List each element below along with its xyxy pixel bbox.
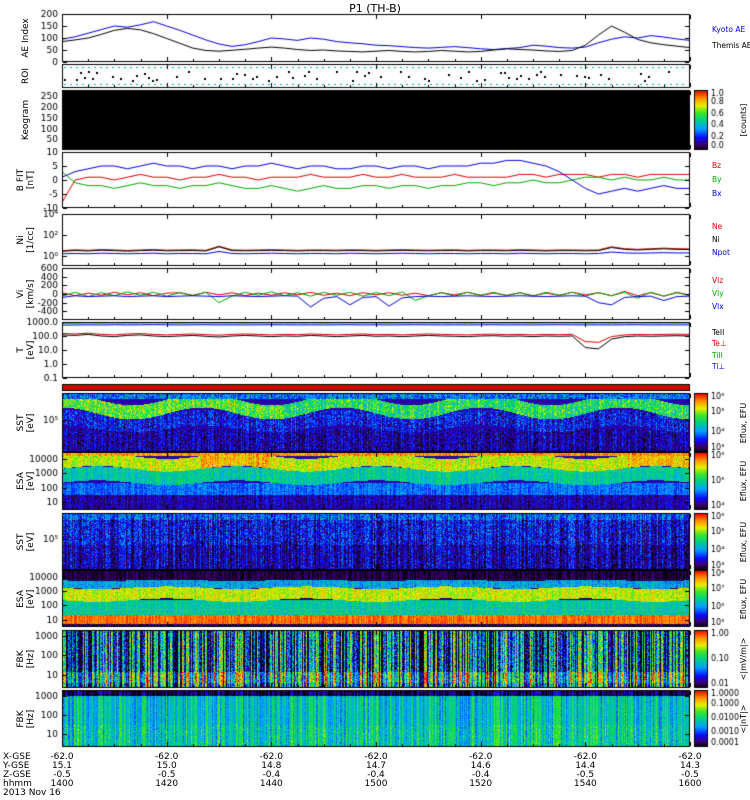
plot-title: P1 (TH-B) <box>349 2 401 15</box>
